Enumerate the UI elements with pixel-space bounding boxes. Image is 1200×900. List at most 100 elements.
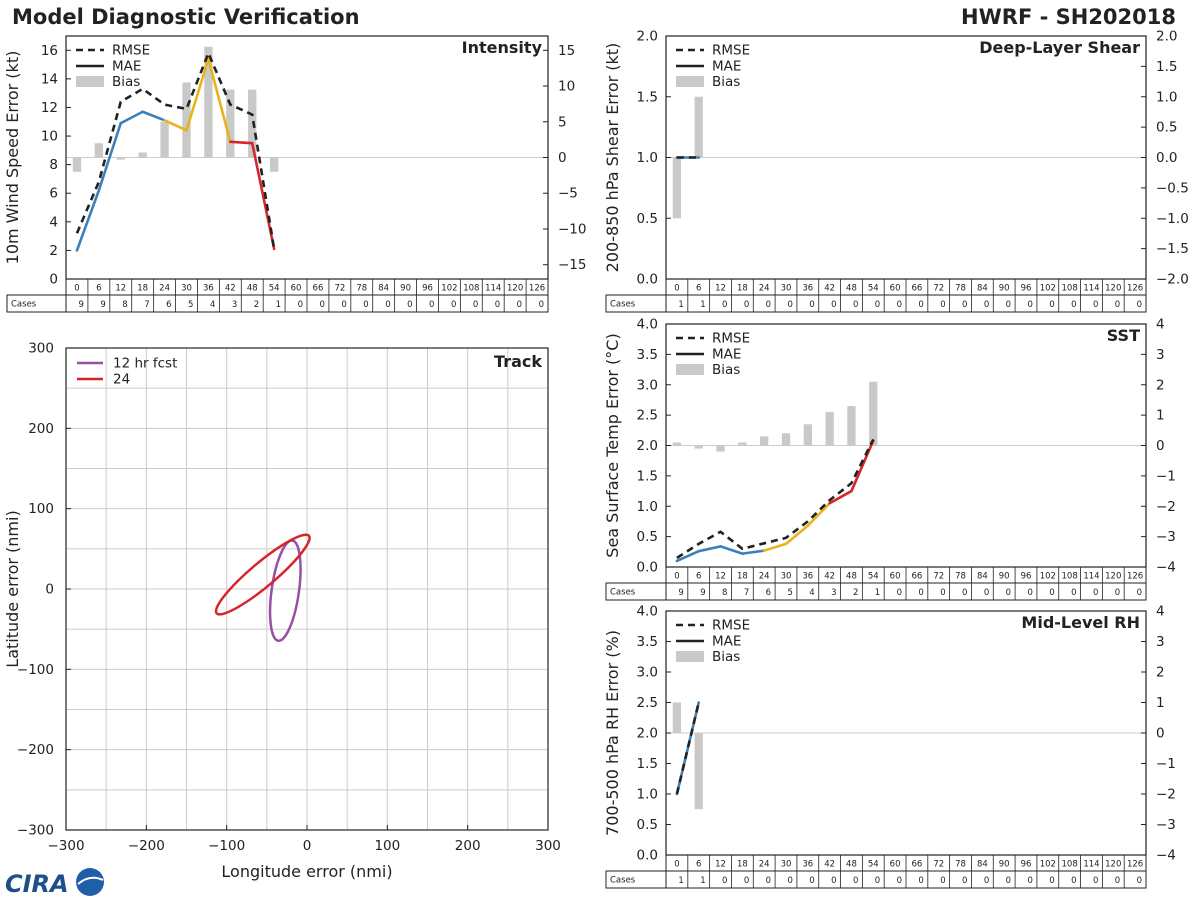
- case-count: 0: [1071, 300, 1076, 310]
- leadtime-label: 0: [674, 572, 679, 582]
- case-count: 0: [897, 876, 902, 886]
- case-count: 0: [853, 300, 858, 310]
- legend-rmse-label: RMSE: [712, 331, 750, 347]
- case-count: 8: [722, 588, 727, 598]
- leadtime-label: 102: [1040, 284, 1056, 294]
- y2-tick-label: −15: [558, 257, 587, 273]
- x-tick-label: −300: [47, 838, 84, 854]
- case-count: 1: [678, 300, 683, 310]
- case-count: 0: [319, 300, 324, 310]
- leadtime-label: 66: [313, 284, 324, 294]
- case-count: 7: [744, 588, 749, 598]
- legend-bias-swatch: [676, 364, 704, 375]
- y2-tick-label: 15: [558, 43, 575, 59]
- bias-bar: [672, 157, 682, 219]
- leadtime-label: 72: [933, 860, 944, 870]
- leadtime-label: 6: [96, 284, 101, 294]
- x-tick-label: 100: [374, 838, 400, 854]
- cases-row: [6, 294, 549, 313]
- mae-line-segment: [697, 545, 722, 553]
- case-count: 0: [1071, 588, 1076, 598]
- y2-tick-label: −5: [558, 186, 578, 202]
- case-count: 6: [766, 588, 771, 598]
- case-count: 0: [1137, 300, 1142, 310]
- leadtime-label: 90: [999, 572, 1010, 582]
- case-count: 5: [787, 588, 792, 598]
- leadtime-label: 96: [422, 284, 433, 294]
- case-count: 2: [853, 588, 858, 598]
- y2-tick-label: 0: [1156, 726, 1165, 742]
- leadtime-label: 30: [781, 284, 792, 294]
- y2-tick-label: −2: [1156, 499, 1176, 515]
- leadtime-label: 96: [1021, 572, 1032, 582]
- case-count: 0: [766, 300, 771, 310]
- leadtime-label: 0: [74, 284, 79, 294]
- y2-tick-label: −1: [1156, 756, 1176, 772]
- y-tick-label: 0.5: [637, 211, 658, 227]
- leadtime-label: 18: [737, 860, 748, 870]
- leadtime-label: 12: [715, 860, 726, 870]
- case-count: 0: [787, 876, 792, 886]
- leadtime-label: 66: [911, 284, 922, 294]
- leadtime-label: 84: [977, 860, 988, 870]
- leadtime-label: 48: [846, 572, 857, 582]
- y-tick-label: 16: [41, 43, 58, 59]
- case-count: 5: [188, 300, 193, 310]
- case-count: 0: [875, 876, 880, 886]
- case-count: 0: [897, 300, 902, 310]
- y2-tick-label: 2: [1156, 665, 1165, 681]
- leadtime-label: 108: [1062, 860, 1078, 870]
- storm-id: HWRF - SH202018: [961, 5, 1176, 29]
- y-tick-label: 2.5: [637, 695, 658, 711]
- case-count: 0: [897, 588, 902, 598]
- bias-bar: [869, 381, 878, 446]
- bias-bar: [716, 445, 725, 452]
- bias-bar: [760, 436, 769, 446]
- panel-title: Intensity: [462, 38, 543, 57]
- case-count: 0: [1093, 876, 1098, 886]
- y-tick-label: 3.5: [637, 347, 658, 363]
- case-count: 0: [1049, 876, 1054, 886]
- case-count: 2: [254, 300, 259, 310]
- shear-panel: 0.0 0.5 1.0 1.5 2.0 −2.0 −1.5 −1.0 −0.5 0.0 0.5 1.0…: [603, 29, 1189, 313]
- mae-line-segment: [675, 549, 701, 563]
- y-tick-label: 300: [28, 341, 54, 357]
- leadtime-label: 24: [159, 284, 170, 294]
- y2-tick-label: 0: [558, 150, 567, 166]
- case-count: 0: [831, 300, 836, 310]
- bias-bar: [803, 424, 812, 446]
- leadtime-label: 90: [999, 860, 1010, 870]
- leadtime-label: 48: [846, 860, 857, 870]
- y-axis-label: 10m Wind Speed Error (kt): [3, 51, 22, 265]
- mae-line-segment: [806, 501, 831, 527]
- y2-tick-label: 4: [1156, 604, 1165, 620]
- y-tick-label: 1.0: [637, 787, 658, 803]
- leadtime-label: 42: [225, 284, 236, 294]
- leadtime-label: 120: [507, 284, 523, 294]
- case-count: 0: [1027, 300, 1032, 310]
- case-count: 1: [678, 876, 683, 886]
- y-tick-label: 0.0: [637, 272, 658, 288]
- case-count: 0: [962, 588, 967, 598]
- y2-tick-label: −4: [1156, 848, 1176, 864]
- y-tick-label: −100: [17, 662, 54, 678]
- y-tick-label: 3.0: [637, 665, 658, 681]
- leadtime-label: 114: [1083, 284, 1099, 294]
- y-tick-label: 3.0: [637, 377, 658, 393]
- y-tick-label: 1.5: [637, 89, 658, 105]
- case-count: 1: [700, 876, 705, 886]
- leadtime-label: 36: [802, 572, 813, 582]
- leadtime-label: 114: [485, 284, 501, 294]
- case-count: 0: [1006, 876, 1011, 886]
- y2-tick-label: −1: [1156, 468, 1176, 484]
- case-count: 6: [166, 300, 171, 310]
- mae-line-segment: [828, 489, 853, 505]
- leadtime-label: 126: [1127, 572, 1143, 582]
- y2-tick-label: 2: [1156, 377, 1165, 393]
- case-count: 0: [1006, 300, 1011, 310]
- bias-bar: [116, 157, 125, 160]
- logo-swoosh: [77, 876, 104, 885]
- y2-tick-label: 1: [1156, 408, 1165, 424]
- leadtime-label: 18: [137, 284, 148, 294]
- x-tick-label: 200: [455, 838, 481, 854]
